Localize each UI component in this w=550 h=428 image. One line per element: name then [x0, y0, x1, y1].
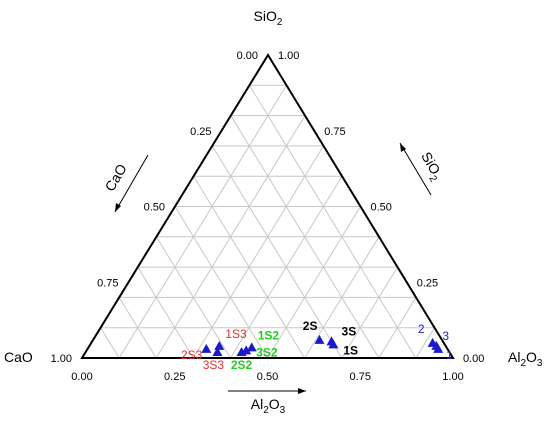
data-point-marker [314, 334, 325, 344]
tick-label-al2o3: 0.75 [350, 371, 371, 383]
data-point-marker [201, 343, 212, 353]
data-point-label: 2S3 [181, 348, 203, 362]
grid-lines [100, 84, 435, 359]
data-point-label: 1S2 [258, 328, 280, 342]
data-point-marker [433, 343, 444, 353]
data-point-marker [236, 346, 247, 356]
tick-label-sio2: 0.75 [324, 126, 345, 138]
tick-label-sio2: 0.50 [371, 202, 392, 214]
tick-labels: 0.00 0.00 0.00 0.25 0.25 0.25 0.50 0.50 0.50 0.75… [51, 50, 485, 383]
tick-label-al2o3: 0.00 [71, 371, 92, 383]
data-point-marker [328, 339, 339, 349]
grid-line-cao [248, 85, 417, 359]
data-point-label: 2 [418, 322, 425, 336]
data-point-label: 1S [343, 343, 358, 357]
vertex-label-al2o3: Al2O3 [508, 349, 543, 369]
grid-line-cao [174, 206, 268, 359]
grid-line-al2o3 [341, 266, 398, 359]
grid-line-al2o3 [378, 297, 417, 359]
axis-arrow-cao [114, 154, 149, 213]
tick-label-cao: 0.25 [190, 126, 211, 138]
grid-line-al2o3 [415, 327, 435, 359]
grid-line-cao [137, 266, 194, 359]
data-point-marker [246, 342, 257, 352]
grid-line-cao [118, 297, 157, 359]
tick-label-cao: 0.75 [97, 277, 118, 289]
axis-arrowhead-al2o3 [298, 388, 306, 394]
tick-label-al2o3: 1.00 [442, 371, 463, 383]
grid-line-cao [155, 236, 231, 359]
tick-label-cao: 0.00 [237, 50, 258, 62]
data-point-label: 3S [342, 324, 357, 338]
tick-label-al2o3: 0.25 [164, 371, 185, 383]
data-point-marker [214, 340, 225, 350]
data-point-label: 1S3 [225, 327, 247, 341]
vertex-labels: SiO2 CaO Al2O3 [4, 8, 543, 369]
axis-group-cao: CaO [102, 161, 130, 194]
axis-arrow-sio2 [399, 142, 432, 196]
tick-label-sio2: 1.00 [278, 50, 299, 62]
axis-label-cao: CaO [102, 161, 130, 194]
tick-label-sio2: 0.00 [463, 353, 484, 365]
tick-label-cao: 0.50 [144, 202, 165, 214]
data-point-marker [212, 346, 223, 356]
tick-label-al2o3: 0.50 [257, 371, 278, 383]
tick-label-cao: 1.00 [51, 353, 72, 365]
data-point-label: 2S [303, 319, 318, 333]
axis-arrowhead-sio2 [400, 143, 406, 152]
data-point-label: 3S3 [203, 358, 225, 372]
grid-line-cao [211, 145, 343, 359]
grid-line-al2o3 [192, 145, 324, 359]
grid-line-al2o3 [304, 236, 380, 359]
data-point-label: 1 [446, 348, 453, 362]
tick-label-sio2: 0.25 [417, 277, 438, 289]
axis-label-sio2: SiO2 [415, 149, 447, 184]
axis-label-al2o3: Al2O3 [251, 396, 286, 416]
axis-group-sio2: SiO2 [415, 149, 447, 184]
data-point-label: 3 [442, 329, 449, 343]
triangle-frame [80, 53, 455, 359]
vertex-label-sio2: SiO2 [254, 8, 283, 28]
vertex-label-cao: CaO [4, 349, 33, 365]
grid-line-cao [100, 327, 120, 359]
grid-line-al2o3 [118, 85, 287, 359]
axis-arrowhead-cao [115, 203, 121, 212]
data-point-label: 2S2 [231, 358, 253, 372]
data-point-label: 3S2 [256, 345, 278, 359]
grid-line-al2o3 [267, 206, 361, 359]
